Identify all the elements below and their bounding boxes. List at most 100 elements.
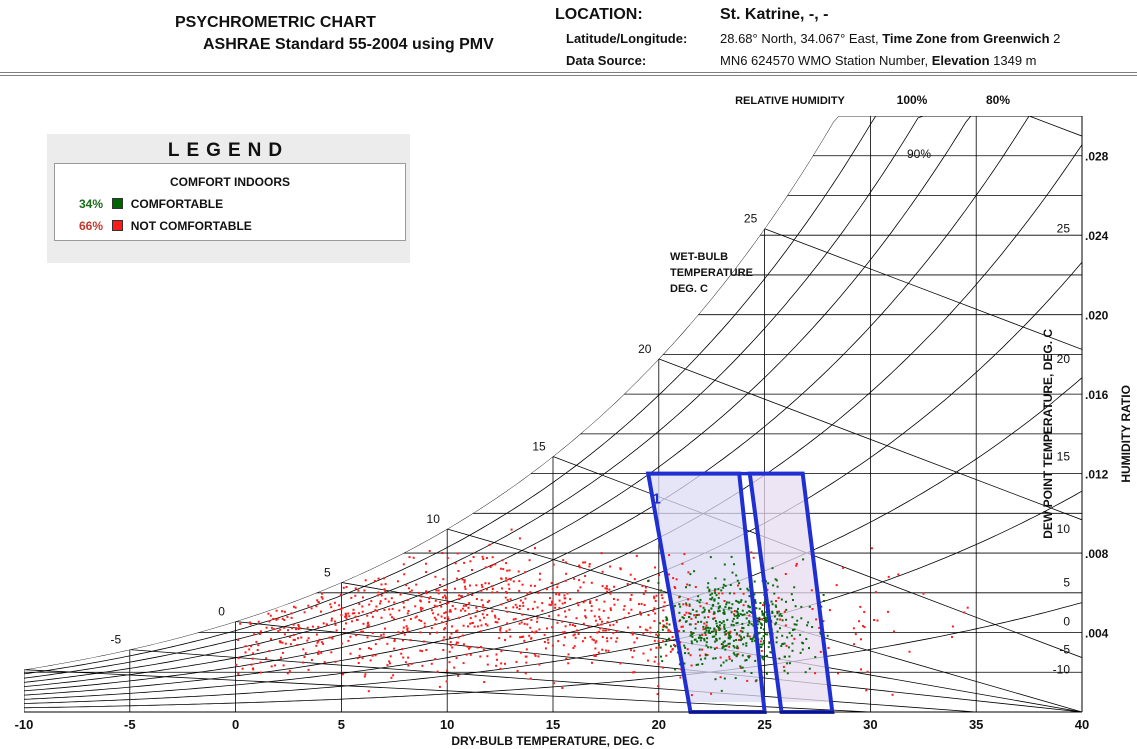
uncomfortable-point — [520, 621, 523, 624]
uncomfortable-point — [270, 626, 273, 629]
comfortable-point — [713, 647, 716, 650]
uncomfortable-point — [675, 578, 678, 581]
rh-axis-label: RELATIVE HUMIDITY — [735, 95, 845, 107]
comfortable-point — [736, 611, 739, 614]
uncomfortable-point — [486, 601, 489, 604]
comfortable-point — [808, 647, 810, 650]
uncomfortable-point — [248, 621, 251, 624]
uncomfortable-point — [448, 650, 451, 653]
wetbulb-tick-label: 5 — [324, 565, 331, 579]
comfortable-point — [735, 574, 738, 577]
comfortable-point — [717, 625, 720, 628]
uncomfortable-point — [448, 661, 451, 664]
uncomfortable-point — [631, 631, 634, 634]
uncomfortable-point — [500, 603, 503, 606]
uncomfortable-point — [507, 583, 510, 586]
comfortable-point — [690, 631, 693, 634]
comfortable-point — [793, 623, 796, 626]
comfortable-point — [703, 616, 706, 619]
uncomfortable-point — [330, 617, 333, 620]
comfortable-point — [748, 656, 750, 659]
uncomfortable-point — [414, 616, 417, 619]
uncomfortable-point — [573, 645, 576, 648]
uncomfortable-point — [639, 611, 642, 614]
comfortable-point — [756, 620, 759, 623]
comfortable-point — [759, 646, 762, 649]
comfortable-point — [749, 611, 752, 613]
uncomfortable-point — [472, 556, 475, 558]
comfortable-point — [751, 638, 754, 640]
comfortable-point — [699, 639, 702, 642]
uncomfortable-point — [828, 609, 831, 612]
uncomfortable-point — [318, 638, 321, 641]
uncomfortable-point — [852, 627, 855, 630]
uncomfortable-point — [518, 604, 521, 607]
uncomfortable-point — [320, 651, 323, 654]
uncomfortable-point — [822, 620, 825, 623]
uncomfortable-point — [517, 570, 520, 573]
uncomfortable-point — [361, 605, 364, 608]
uncomfortable-point — [615, 621, 618, 624]
uncomfortable-point — [451, 646, 454, 649]
uncomfortable-point — [349, 635, 352, 638]
uncomfortable-point — [591, 661, 593, 664]
uncomfortable-point — [380, 616, 383, 619]
uncomfortable-point — [315, 644, 318, 647]
uncomfortable-point — [491, 610, 494, 613]
comfortable-point — [723, 640, 726, 643]
uncomfortable-point — [584, 599, 587, 602]
uncomfortable-point — [701, 648, 704, 651]
uncomfortable-point — [302, 648, 305, 651]
comfortable-point — [791, 642, 794, 645]
comfortable-point — [780, 614, 783, 617]
comfortable-point — [657, 631, 659, 633]
comfortable-point — [747, 605, 750, 608]
uncomfortable-point — [364, 673, 367, 676]
rh-curve — [24, 377, 1082, 700]
uncomfortable-point — [483, 609, 486, 612]
uncomfortable-point — [607, 649, 610, 652]
uncomfortable-point — [402, 639, 404, 642]
uncomfortable-point — [526, 623, 529, 626]
uncomfortable-point — [429, 596, 432, 599]
comfortable-point — [698, 601, 701, 604]
uncomfortable-point — [501, 559, 504, 562]
comfortable-point — [693, 570, 696, 573]
uncomfortable-point — [584, 609, 587, 612]
comfortable-point — [713, 598, 716, 601]
uncomfortable-point — [407, 656, 410, 659]
uncomfortable-point — [500, 662, 503, 665]
uncomfortable-point — [475, 598, 478, 600]
comfortable-point — [733, 629, 736, 631]
comfortable-point — [771, 567, 774, 570]
uncomfortable-point — [569, 623, 571, 626]
uncomfortable-point — [662, 640, 665, 643]
comfortable-point — [763, 616, 766, 619]
uncomfortable-point — [281, 651, 284, 654]
uncomfortable-point — [373, 580, 376, 582]
comfortable-point — [799, 651, 802, 654]
uncomfortable-point — [443, 617, 446, 620]
comfortable-point — [795, 623, 798, 626]
dewpoint-tick-label: -5 — [1059, 643, 1070, 657]
comfortable-point — [766, 633, 769, 636]
uncomfortable-point — [876, 619, 879, 622]
uncomfortable-point — [693, 614, 696, 617]
uncomfortable-point — [341, 673, 344, 676]
uncomfortable-point — [434, 575, 437, 578]
uncomfortable-point — [641, 585, 644, 588]
uncomfortable-point — [639, 625, 642, 628]
comfortable-point — [736, 614, 738, 617]
uncomfortable-point — [690, 694, 693, 697]
comfortable-point — [755, 679, 758, 682]
uncomfortable-point — [425, 571, 428, 573]
uncomfortable-point — [481, 555, 484, 558]
uncomfortable-point — [908, 650, 911, 653]
uncomfortable-point — [543, 641, 546, 643]
uncomfortable-point — [643, 604, 646, 606]
uncomfortable-point — [429, 632, 431, 635]
uncomfortable-point — [518, 608, 521, 610]
uncomfortable-point — [533, 600, 536, 603]
uncomfortable-point — [582, 622, 585, 625]
comfortable-point — [787, 646, 790, 649]
